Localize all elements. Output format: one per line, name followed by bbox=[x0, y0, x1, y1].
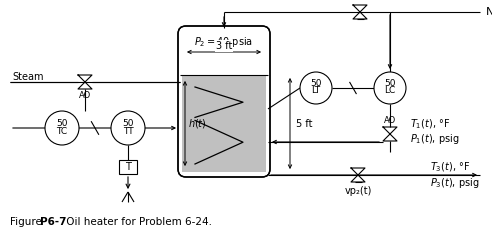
Bar bbox=[182, 75, 266, 172]
Text: $P_3(t)$, psig: $P_3(t)$, psig bbox=[430, 176, 479, 190]
Text: 3 ft: 3 ft bbox=[216, 41, 232, 51]
Text: LC: LC bbox=[384, 86, 396, 95]
Text: 50: 50 bbox=[56, 119, 68, 128]
Text: LT: LT bbox=[311, 86, 321, 95]
Text: Steam: Steam bbox=[12, 72, 43, 82]
Circle shape bbox=[374, 72, 406, 104]
Circle shape bbox=[45, 111, 79, 145]
Text: Oil heater for Problem 6-24.: Oil heater for Problem 6-24. bbox=[63, 217, 212, 227]
Circle shape bbox=[300, 72, 332, 104]
Text: AO: AO bbox=[79, 91, 91, 100]
Text: $P_2 = 40$ psia: $P_2 = 40$ psia bbox=[194, 35, 253, 49]
Text: T: T bbox=[125, 162, 131, 172]
Text: N$_2$: N$_2$ bbox=[485, 5, 492, 19]
Text: 50: 50 bbox=[310, 79, 322, 88]
Text: Figure: Figure bbox=[10, 217, 45, 227]
Text: TC: TC bbox=[57, 127, 67, 136]
Text: 5 ft: 5 ft bbox=[296, 118, 312, 128]
Text: 50: 50 bbox=[384, 79, 396, 88]
Text: $T_1(t)$, °F: $T_1(t)$, °F bbox=[410, 117, 450, 131]
Text: AO: AO bbox=[384, 116, 396, 125]
Text: $P_1(t)$, psig: $P_1(t)$, psig bbox=[410, 132, 460, 146]
Text: $h(t)$: $h(t)$ bbox=[188, 117, 207, 130]
FancyBboxPatch shape bbox=[178, 26, 270, 177]
Text: $T_3(t)$, °F: $T_3(t)$, °F bbox=[430, 160, 470, 174]
FancyBboxPatch shape bbox=[119, 160, 137, 174]
Text: 50: 50 bbox=[122, 119, 134, 128]
Circle shape bbox=[111, 111, 145, 145]
Text: P6-7: P6-7 bbox=[40, 217, 66, 227]
Text: TT: TT bbox=[123, 127, 133, 136]
Text: vp₂(t): vp₂(t) bbox=[344, 186, 371, 196]
